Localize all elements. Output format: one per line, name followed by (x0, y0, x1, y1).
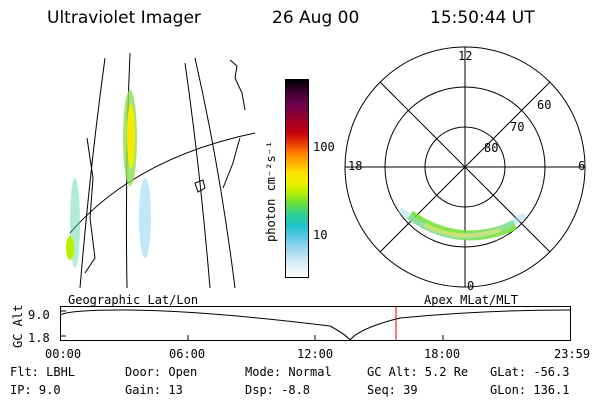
mlt-label-0: 0 (467, 279, 475, 293)
lat-label-80: 80 (484, 141, 499, 155)
filter-readout: Flt: LBHL (10, 365, 76, 379)
colorbar (285, 79, 309, 278)
timeline-ytick-9: 9.0 (28, 308, 50, 322)
mode-readout: Mode: Normal (245, 365, 332, 379)
ip-readout: IP: 9.0 (10, 383, 61, 397)
door-readout: Door: Open (125, 365, 198, 379)
gain-readout: Gain: 13 (125, 383, 183, 397)
timeline-xtick-2359: 23:59 (554, 347, 591, 361)
timeline-plot (60, 306, 571, 341)
polar-plot (344, 46, 586, 288)
timeline-xtick-1200: 12:00 (297, 347, 334, 361)
colorbar-tick-10: 10 (313, 228, 328, 242)
colorbar-unit-label: photon cm⁻²s⁻¹ (264, 140, 278, 242)
timeline-axis-label: GC Alt (11, 304, 25, 348)
gc-alt-readout: GC Alt: 5.2 Re (367, 365, 469, 379)
colorbar-tick-100: 100 (313, 140, 335, 154)
lat-label-60: 60 (537, 98, 552, 112)
geographic-map (66, 52, 256, 288)
timeline-xtick-0000: 00:00 (45, 347, 82, 361)
dsp-readout: Dsp: -8.8 (245, 383, 311, 397)
timeline-right-label: Apex MLat/MLT (424, 293, 518, 307)
glat-readout: GLat: -56.3 (490, 365, 570, 379)
glon-readout: GLon: 136.1 (490, 383, 570, 397)
timeline-xtick-0600: 06:00 (169, 347, 206, 361)
observation-date: 26 Aug 00 (272, 8, 360, 28)
observation-time: 15:50:44 UT (430, 8, 535, 28)
seq-readout: Seq: 39 (367, 383, 418, 397)
timeline-xtick-1800: 18:00 (424, 347, 461, 361)
timeline-left-label: Geographic Lat/Lon (68, 293, 199, 307)
mlt-label-6: 6 (578, 159, 586, 173)
instrument-title: Ultraviolet Imager (47, 8, 201, 28)
mlt-label-18: 18 (348, 159, 363, 173)
mlt-label-12: 12 (458, 49, 473, 63)
timeline-ytick-1-8: 1.8 (28, 331, 50, 345)
lat-label-70: 70 (510, 120, 525, 134)
